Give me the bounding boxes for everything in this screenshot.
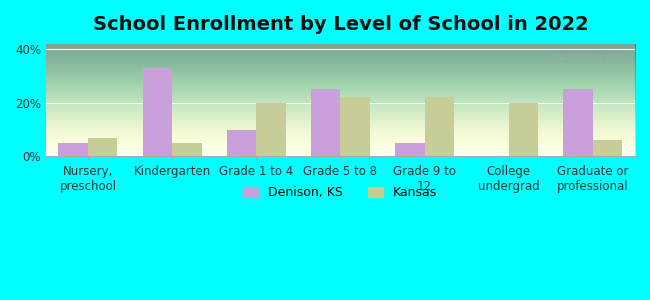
- Bar: [142, 68, 172, 156]
- Bar: [395, 143, 424, 156]
- Bar: [172, 143, 202, 156]
- Text: City-Data.com: City-Data.com: [543, 53, 623, 63]
- Bar: [227, 130, 256, 156]
- Bar: [593, 140, 623, 156]
- Title: School Enrollment by Level of School in 2022: School Enrollment by Level of School in …: [92, 15, 588, 34]
- Bar: [424, 98, 454, 156]
- Bar: [509, 103, 538, 156]
- Bar: [341, 98, 370, 156]
- Bar: [564, 89, 593, 156]
- Legend: Denison, KS, Kansas: Denison, KS, Kansas: [239, 181, 443, 204]
- Bar: [311, 89, 341, 156]
- Bar: [88, 138, 118, 156]
- Bar: [256, 103, 286, 156]
- Bar: [58, 143, 88, 156]
